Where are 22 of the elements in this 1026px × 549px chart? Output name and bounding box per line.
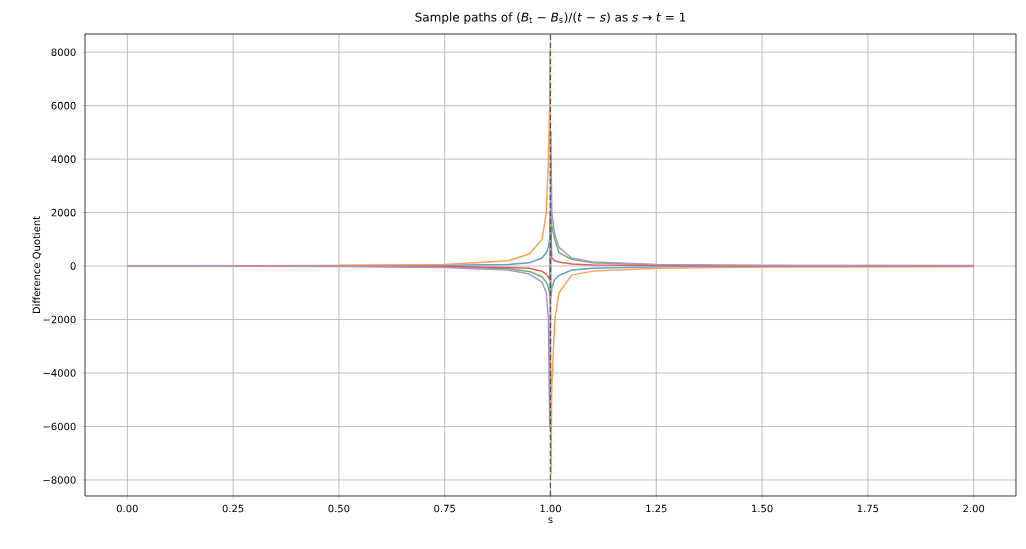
line-series [126,131,975,428]
y-tick-label: −6000 [43,422,76,431]
y-tick-label: −8000 [43,476,76,484]
x-tick-label: 1.25 [646,504,667,513]
y-tick-label: 6000 [51,101,76,110]
chart-title: Sample paths of (B$_{t}$ − B$_{s}$)/(t − s) as s → t = 1 [415,12,686,24]
y-tick-label: −2000 [43,315,76,324]
y-axis-title: Difference Quotient [32,216,42,314]
x-tick-label: 0.00 [116,504,138,513]
y-tick-label: 2000 [51,208,76,217]
y-tick-label: 8000 [51,48,76,56]
x-tick-label: 0.25 [222,504,244,513]
x-tick-label: 1.75 [857,504,879,513]
y-tick-label: 4000 [51,155,76,163]
x-tick-label: 0.50 [328,504,350,513]
x-tick-label: 0.75 [434,504,455,513]
x-tick-label: 2.00 [963,504,985,513]
x-tick-label: 1.00 [540,504,561,513]
y-tick-label: −4000 [43,369,76,377]
x-tick-label: 1.50 [752,504,773,513]
x-axis-title: s [548,517,553,524]
y-tick-label: 0 [70,262,76,270]
